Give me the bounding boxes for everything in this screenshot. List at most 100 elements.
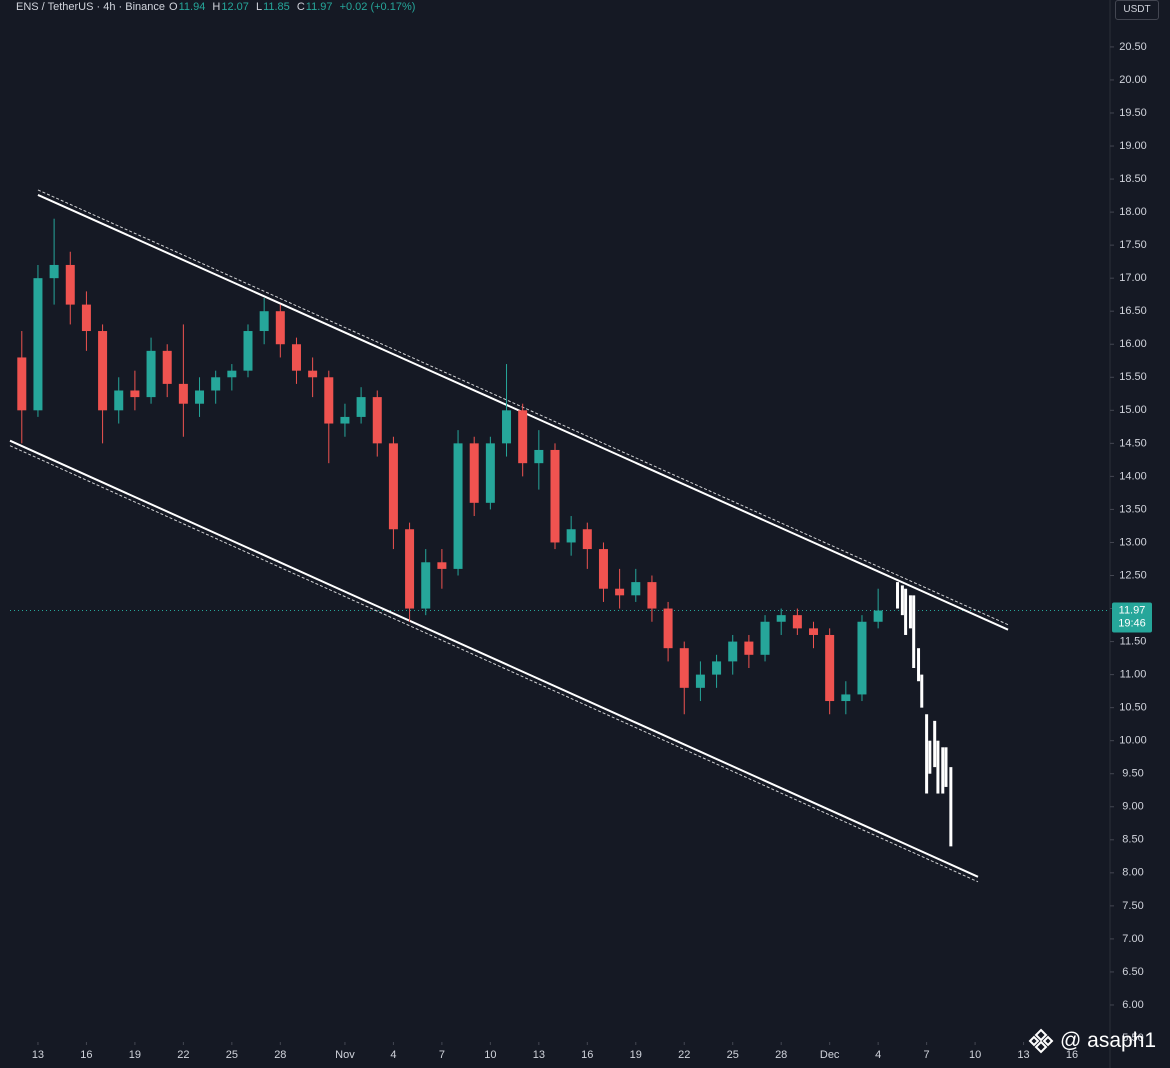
x-tick-label: 19 xyxy=(630,1049,642,1061)
candle-body xyxy=(550,449,560,543)
candle-body xyxy=(98,331,108,411)
candle-body xyxy=(825,634,835,702)
candle-body xyxy=(65,264,75,305)
candle-body xyxy=(388,443,398,530)
x-tick-label: Nov xyxy=(335,1049,355,1061)
candle-body xyxy=(227,370,237,378)
symbol-header: ENS / TetherUS · 4h · Binance O11.94 H12… xyxy=(16,1,419,13)
candle-body xyxy=(663,608,673,649)
currency-button[interactable]: USDT xyxy=(1115,0,1159,20)
last-price-label: 11.97 xyxy=(1119,604,1146,616)
candle-body xyxy=(17,357,27,411)
candle-body xyxy=(744,641,754,655)
candle-body xyxy=(647,582,657,609)
candle-body xyxy=(582,529,592,550)
x-tick-label: 25 xyxy=(226,1049,238,1061)
candle-body xyxy=(566,529,576,543)
symbol: ENS / TetherUS · 4h · Binance xyxy=(16,1,165,13)
x-tick-label: 16 xyxy=(1066,1049,1078,1061)
y-tick-label: 18.50 xyxy=(1119,173,1147,185)
candle-body xyxy=(114,390,124,411)
y-tick-label: 9.00 xyxy=(1122,801,1143,813)
watermark-text: @ asaph1 xyxy=(1060,1029,1157,1052)
binance-logo xyxy=(1028,1028,1054,1054)
countdown-label: 19:46 xyxy=(1118,617,1146,629)
candle-body xyxy=(211,377,221,391)
y-tick-label: 17.50 xyxy=(1119,239,1147,251)
ohlc-label: O xyxy=(169,1,178,13)
candle-body xyxy=(162,350,172,384)
y-tick-label: 15.50 xyxy=(1119,371,1147,383)
candle-body xyxy=(340,416,350,424)
candle-body xyxy=(178,383,188,404)
candle-body xyxy=(324,377,334,424)
ohlc-value: 12.07 xyxy=(221,1,249,13)
y-tick-label: 16.50 xyxy=(1119,305,1147,317)
candle-body xyxy=(760,621,770,655)
candle-body xyxy=(615,588,625,596)
candle-body xyxy=(841,694,851,702)
price-axis-bg xyxy=(1110,0,1170,1068)
x-tick-label: 28 xyxy=(775,1049,787,1061)
candle-body xyxy=(195,390,205,404)
candle-body xyxy=(259,311,269,332)
x-tick-label: 7 xyxy=(924,1049,930,1061)
candle-body xyxy=(291,344,301,371)
y-tick-label: 19.50 xyxy=(1119,107,1147,119)
y-tick-label: 15.00 xyxy=(1119,404,1147,416)
candle-body xyxy=(308,370,318,378)
candle-body xyxy=(695,674,705,688)
y-tick-label: 6.00 xyxy=(1122,999,1143,1011)
candle-body xyxy=(776,615,786,622)
candle-body xyxy=(146,350,156,398)
y-tick-label: 8.00 xyxy=(1122,867,1143,879)
candle-body xyxy=(485,443,495,503)
x-tick-label: 10 xyxy=(484,1049,496,1061)
y-tick-label: 8.50 xyxy=(1122,834,1143,846)
candle-body xyxy=(598,549,608,589)
candle-body xyxy=(405,529,415,609)
y-tick-label: 12.50 xyxy=(1119,569,1147,581)
y-tick-label: 10.50 xyxy=(1119,702,1147,714)
candle-body xyxy=(275,311,285,345)
ohlc-value: 11.85 xyxy=(263,1,290,13)
y-tick-label: 7.50 xyxy=(1122,900,1143,912)
y-tick-label: 16.00 xyxy=(1119,338,1147,350)
ohlc-label: H xyxy=(212,1,221,13)
x-tick-label: 16 xyxy=(581,1049,593,1061)
ohlc-label: C xyxy=(296,1,305,13)
candle-body xyxy=(49,264,59,279)
x-tick-label: 25 xyxy=(727,1049,739,1061)
x-tick-label: 13 xyxy=(533,1049,545,1061)
candle-body xyxy=(81,304,91,332)
ohlc-label: L xyxy=(255,1,263,13)
x-tick-label: 4 xyxy=(875,1049,881,1061)
candle-body xyxy=(631,582,641,596)
y-tick-label: 10.00 xyxy=(1119,735,1147,747)
last-price-box xyxy=(1112,602,1152,633)
channel-guide xyxy=(9,445,979,883)
candle-body xyxy=(469,443,479,503)
x-tick-label: 10 xyxy=(969,1049,981,1061)
x-tick-label: 13 xyxy=(1017,1049,1029,1061)
y-tick-label: 13.50 xyxy=(1119,503,1147,515)
candle-body xyxy=(130,390,140,398)
x-tick-label: 28 xyxy=(274,1049,286,1061)
y-tick-label: 5.50 xyxy=(1122,1032,1143,1044)
y-tick-label: 18.00 xyxy=(1119,206,1147,218)
x-tick-label: 22 xyxy=(678,1049,690,1061)
y-tick-label: 14.00 xyxy=(1119,470,1147,482)
candle-body xyxy=(356,397,366,417)
candle-body xyxy=(873,610,883,622)
y-tick-label: 20.00 xyxy=(1119,74,1147,86)
ohlc-value: 11.97 xyxy=(305,1,333,13)
ohlc-value: 11.94 xyxy=(178,1,206,13)
y-tick-label: 9.50 xyxy=(1122,768,1143,780)
candle-body xyxy=(372,397,382,444)
candle-body xyxy=(243,331,253,371)
candle-body xyxy=(712,661,722,675)
candle-body xyxy=(437,562,447,569)
candle-body xyxy=(33,278,43,411)
x-tick-label: 13 xyxy=(32,1049,44,1061)
